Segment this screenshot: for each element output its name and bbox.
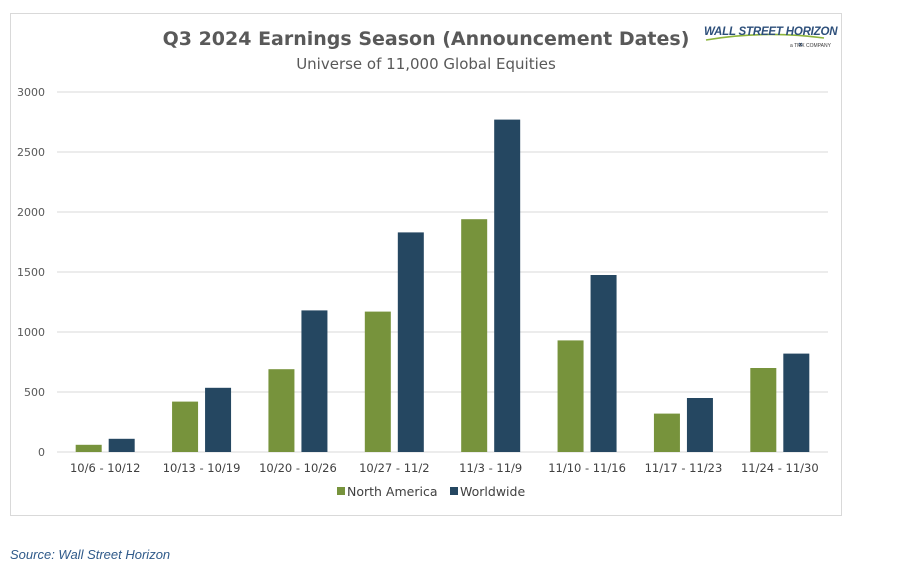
- y-tick-label: 2000: [17, 206, 45, 219]
- bar-worldwide: [108, 438, 135, 452]
- x-tick-label: 10/20 - 10/26: [259, 461, 337, 475]
- legend-swatch: [450, 487, 458, 495]
- y-tick-label: 2500: [17, 146, 45, 159]
- bar-worldwide: [205, 387, 232, 452]
- bar-north-america: [172, 401, 199, 452]
- chart-subtitle: Universe of 11,000 Global Equities: [296, 55, 556, 73]
- bar-worldwide: [783, 353, 810, 452]
- logo-swoosh-icon: [705, 33, 825, 47]
- logo-subtext: a TMX COMPANY: [790, 43, 831, 49]
- legend-label: North America: [347, 484, 438, 499]
- bar-worldwide: [686, 398, 713, 452]
- x-tick-label: 11/24 - 11/30: [741, 461, 819, 475]
- bar-worldwide: [301, 310, 328, 452]
- y-axis-tick-labels: 0 500 1000 1500 2000 2500 3000: [17, 86, 45, 459]
- logo-text: WALL STREET HORIZON: [704, 26, 838, 38]
- bar-worldwide: [397, 232, 424, 452]
- x-tick-label: 11/3 - 11/9: [459, 461, 522, 475]
- chart-title: Q3 2024 Earnings Season (Announcement Da…: [162, 28, 690, 50]
- bar-north-america: [461, 219, 488, 452]
- bar-north-america: [750, 368, 777, 452]
- bar-north-america: [364, 311, 391, 452]
- y-tick-label: 0: [38, 446, 45, 459]
- bar-north-america: [75, 444, 102, 452]
- y-tick-label: 1000: [17, 326, 45, 339]
- source-note: Source: Wall Street Horizon: [10, 547, 171, 562]
- x-tick-label: 10/13 - 10/19: [163, 461, 241, 475]
- bar-north-america: [653, 413, 680, 452]
- x-axis-tick-labels: 10/6 - 10/12 10/13 - 10/19 10/20 - 10/26 10…: [70, 461, 819, 475]
- y-tick-label: 3000: [17, 86, 45, 99]
- x-tick-label: 10/27 - 11/2: [359, 461, 429, 475]
- x-tick-label: 11/10 - 11/16: [548, 461, 626, 475]
- bar-worldwide: [590, 275, 617, 452]
- x-tick-label: 10/6 - 10/12: [70, 461, 140, 475]
- y-tick-label: 1500: [17, 266, 45, 279]
- legend: North America Worldwide: [337, 484, 525, 499]
- bar-north-america: [268, 369, 295, 452]
- legend-swatch: [337, 487, 345, 495]
- bars: [75, 119, 810, 452]
- bar-north-america: [557, 340, 584, 452]
- bar-worldwide: [494, 119, 521, 452]
- y-tick-label: 500: [24, 386, 45, 399]
- legend-label: Worldwide: [460, 484, 525, 499]
- x-tick-label: 11/17 - 11/23: [645, 461, 723, 475]
- wall-street-horizon-logo: WALL STREET HORIZON a TMX COMPANY: [704, 26, 838, 56]
